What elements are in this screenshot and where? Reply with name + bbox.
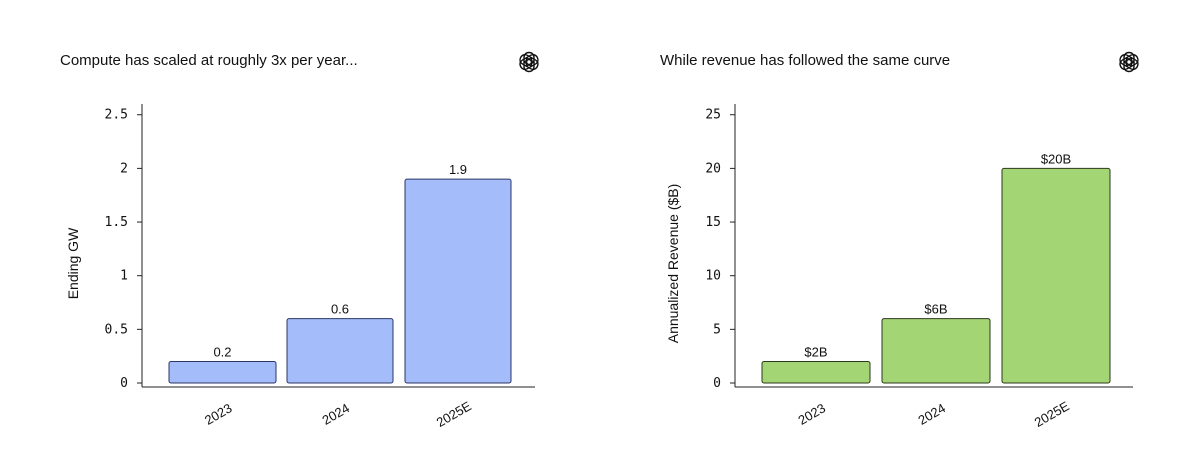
- y-tick-label: 0.5: [105, 322, 128, 337]
- y-tick-label: 15: [705, 215, 721, 230]
- bar-2023: [168, 361, 277, 384]
- y-tick-label: 0: [120, 376, 128, 391]
- y-tick-label: 1: [120, 269, 128, 284]
- x-tick-label: 2025E: [434, 398, 474, 430]
- x-tick-label: 2024: [915, 400, 948, 427]
- y-tick-label: 2: [120, 161, 128, 176]
- data-label: $6B: [924, 302, 947, 317]
- bar-2024: [881, 318, 991, 384]
- y-tick-label: 2.5: [105, 108, 128, 123]
- data-label: $20B: [1041, 151, 1071, 166]
- y-tick-label: 5: [713, 322, 721, 337]
- y-axis-label: Ending GW: [65, 227, 81, 299]
- y-axis-label: Annualized Revenue ($B): [665, 184, 681, 344]
- bar-2024: [286, 318, 394, 384]
- chart-title: While revenue has followed the same curv…: [660, 52, 951, 69]
- y-tick-label: 0: [713, 376, 721, 391]
- data-label: 1.9: [449, 162, 467, 177]
- chart-title: Compute has scaled at roughly 3x per yea…: [60, 52, 358, 69]
- bar-2025E: [1001, 167, 1111, 384]
- x-tick-label: 2024: [319, 400, 352, 427]
- data-label: 0.6: [331, 302, 349, 317]
- y-tick-label: 10: [705, 269, 721, 284]
- revenue-bar-chart: 0 5 10 15 20 25 Annualized Revenue ($B) $2B 2023…: [665, 104, 1133, 430]
- compute-chart-panel: Compute has scaled at roughly 3x per yea…: [60, 51, 539, 430]
- data-label: $2B: [804, 345, 827, 360]
- bar-2023: [761, 361, 871, 384]
- openai-logo-icon: [519, 51, 539, 73]
- openai-logo-icon: [1119, 51, 1139, 73]
- y-tick-label: 1.5: [105, 215, 128, 230]
- revenue-chart-panel: While revenue has followed the same curv…: [600, 0, 1200, 455]
- y-tick-label: 20: [705, 161, 721, 176]
- bar-2025E: [404, 178, 512, 384]
- compute-bar-chart: 0 0.5 1 1.5 2 2.5 Ending GW 0.2 2023 0.6 2024 1.9 20…: [65, 104, 535, 430]
- y-tick-label: 25: [705, 108, 721, 123]
- x-tick-label: 2023: [795, 400, 828, 427]
- data-label: 0.2: [213, 345, 231, 360]
- x-tick-label: 2025E: [1032, 398, 1072, 430]
- x-tick-label: 2023: [202, 400, 235, 427]
